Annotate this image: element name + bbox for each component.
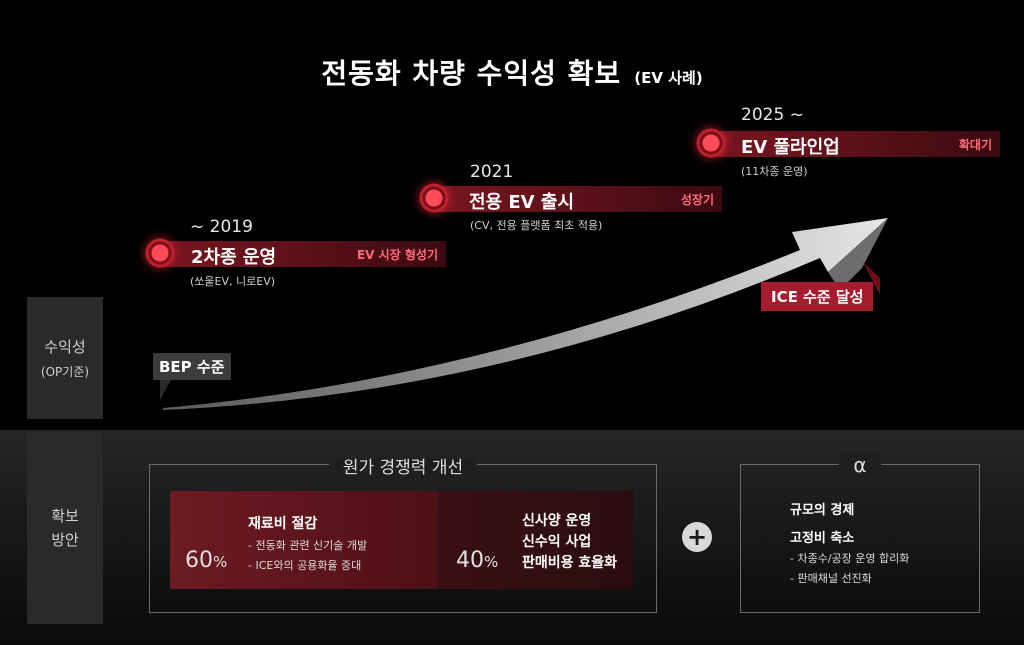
profit-label-line2: (OP기준) (40, 365, 90, 379)
stage-1-bar: 2차종 운영 EV 시장 형성기 (158, 241, 446, 268)
stage-1-name: 2차종 운영 (191, 247, 277, 268)
material-percent-unit: % (213, 553, 228, 571)
stage-3-bar: EV 풀라인업 확대기 (709, 131, 1000, 158)
other-percent: 40% (456, 548, 498, 573)
other-percent-value: 40 (456, 548, 484, 573)
other-percent-unit: % (484, 553, 499, 571)
page-title: 전동화 차량 수익성 확보 (EV 사례) (0, 52, 1024, 92)
title-sub: (EV 사례) (634, 69, 703, 87)
stage-3-dot (696, 128, 726, 158)
stage-1-dot (145, 238, 175, 268)
material-percent: 60% (185, 548, 227, 573)
profit-label: 수익성 (OP기준) (27, 297, 103, 419)
alpha-heading-text: α (839, 453, 881, 477)
plus-icon: + (682, 522, 712, 552)
stage-3-note: (11차종 운영) (741, 165, 808, 178)
material-bullet-1: - 전동화 관련 신기술 개발 (248, 539, 368, 552)
stage-2-note: (CV, 전용 플랫폼 최초 적용) (470, 219, 603, 232)
other-item-3: 판매비용 효율화 (522, 555, 618, 571)
bep-label: BEP 수준 (153, 353, 231, 380)
material-percent-value: 60 (185, 548, 213, 573)
stage-2-dot (419, 183, 449, 213)
other-panel: 40% 신사양 운영 신수익 사업 판매비용 효율화 (439, 491, 633, 589)
stage-2-bar: 전용 EV 출시 성장기 (432, 186, 722, 213)
stage-1-year: ~ 2019 (190, 217, 253, 237)
alpha-scale: 규모의 경제 (790, 503, 855, 518)
stage-2-tag: 성장기 (680, 193, 714, 207)
material-bullet-2: - ICE와의 공용화율 증대 (248, 559, 362, 572)
secure-label-line2: 방안 (51, 531, 79, 549)
alpha-heading: α (741, 453, 979, 477)
alpha-bullet-2: - 판매채널 선진화 (790, 572, 872, 585)
alpha-fixed-title: 고정비 축소 (790, 531, 855, 546)
stage-2-year: 2021 (470, 162, 514, 182)
other-item-1: 신사양 운영 (522, 513, 592, 529)
secure-label-line1: 확보 (51, 507, 79, 525)
alpha-bullet-1: - 차종수/공장 운영 합리화 (790, 552, 910, 565)
stage-3-year: 2025 ~ (741, 105, 804, 125)
stage-1-tag: EV 시장 형성기 (356, 248, 438, 262)
cost-heading-text: 원가 경쟁력 개선 (328, 458, 478, 478)
ice-label: ICE 수준 달성 (761, 282, 874, 311)
stage-3-name: EV 풀라인업 (741, 137, 840, 158)
secure-label: 확보 방안 (27, 432, 103, 624)
stage-1-note: (쏘울EV, 니로EV) (190, 275, 276, 288)
stage-2-name: 전용 EV 출시 (469, 192, 574, 213)
material-panel: 60% 재료비 절감 - 전동화 관련 신기술 개발 - ICE와의 공용화율 … (170, 491, 438, 589)
title-main: 전동화 차량 수익성 확보 (321, 57, 622, 90)
alpha-box: α 규모의 경제 고정비 축소 - 차종수/공장 운영 합리화 - 판매채널 선… (740, 453, 980, 613)
cost-heading: 원가 경쟁력 개선 (150, 453, 656, 478)
other-items: 신사양 운영 신수익 사업 판매비용 효율화 (522, 511, 617, 574)
cost-box: 원가 경쟁력 개선 60% 재료비 절감 - 전동화 관련 신기술 개발 - I… (149, 458, 657, 613)
material-title: 재료비 절감 (248, 516, 318, 532)
stage-3-tag: 확대기 (958, 138, 992, 152)
profit-label-line1: 수익성 (44, 338, 86, 356)
other-item-2: 신수익 사업 (522, 534, 592, 550)
